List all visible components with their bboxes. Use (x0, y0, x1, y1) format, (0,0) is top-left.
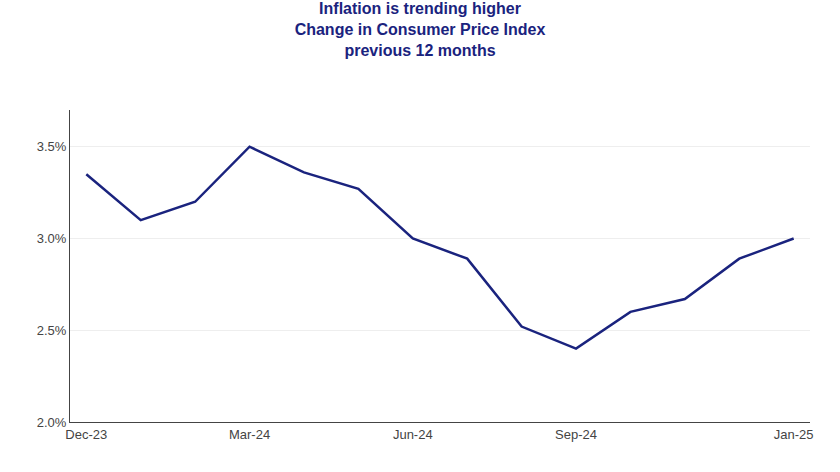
svg-text:3.0%: 3.0% (37, 231, 67, 246)
svg-text:2.0%: 2.0% (37, 415, 67, 430)
svg-text:2.5%: 2.5% (37, 323, 67, 338)
svg-text:Sep-24: Sep-24 (555, 427, 597, 442)
svg-text:Dec-23: Dec-23 (65, 427, 107, 442)
svg-text:Jan-25: Jan-25 (774, 427, 814, 442)
svg-text:Mar-24: Mar-24 (229, 427, 270, 442)
svg-text:Jun-24: Jun-24 (393, 427, 433, 442)
svg-text:3.5%: 3.5% (37, 139, 67, 154)
svg-text:Inflation is trending higherCh: Inflation is trending higherChange in Co… (295, 0, 546, 59)
